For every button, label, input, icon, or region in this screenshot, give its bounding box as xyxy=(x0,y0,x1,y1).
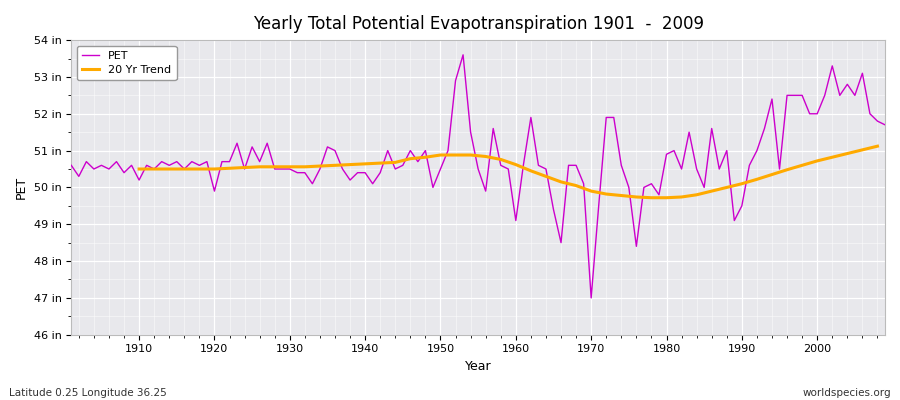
20 Yr Trend xyxy=(691,192,702,197)
20 Yr Trend xyxy=(706,189,717,194)
20 Yr Trend xyxy=(390,160,400,165)
20 Yr Trend xyxy=(555,180,566,184)
20 Yr Trend xyxy=(179,167,190,172)
20 Yr Trend xyxy=(345,162,356,167)
PET xyxy=(292,170,302,175)
20 Yr Trend xyxy=(164,167,175,172)
20 Yr Trend xyxy=(134,167,145,172)
20 Yr Trend xyxy=(194,167,205,172)
Legend: PET, 20 Yr Trend: PET, 20 Yr Trend xyxy=(76,46,176,80)
20 Yr Trend xyxy=(646,195,657,200)
Title: Yearly Total Potential Evapotranspiration 1901  -  2009: Yearly Total Potential Evapotranspiratio… xyxy=(253,15,704,33)
20 Yr Trend xyxy=(736,181,747,186)
20 Yr Trend xyxy=(796,163,807,168)
PET xyxy=(586,296,597,300)
PET xyxy=(338,167,348,172)
20 Yr Trend xyxy=(571,183,581,188)
Y-axis label: PET: PET xyxy=(15,176,28,199)
20 Yr Trend xyxy=(616,193,626,198)
20 Yr Trend xyxy=(601,192,612,196)
20 Yr Trend xyxy=(767,172,778,177)
20 Yr Trend xyxy=(300,164,310,169)
20 Yr Trend xyxy=(284,164,295,169)
20 Yr Trend xyxy=(631,194,642,199)
PET xyxy=(616,163,626,168)
20 Yr Trend xyxy=(360,162,371,166)
20 Yr Trend xyxy=(827,155,838,160)
20 Yr Trend xyxy=(329,163,340,168)
X-axis label: Year: Year xyxy=(464,360,491,373)
20 Yr Trend xyxy=(209,167,220,172)
PET xyxy=(66,163,77,168)
20 Yr Trend xyxy=(676,194,687,199)
20 Yr Trend xyxy=(842,151,852,156)
20 Yr Trend xyxy=(224,166,235,171)
PET xyxy=(510,218,521,223)
20 Yr Trend xyxy=(450,153,461,158)
20 Yr Trend xyxy=(420,155,431,160)
PET xyxy=(126,163,137,168)
20 Yr Trend xyxy=(314,164,325,168)
Text: worldspecies.org: worldspecies.org xyxy=(803,388,891,398)
20 Yr Trend xyxy=(374,161,385,166)
20 Yr Trend xyxy=(405,156,416,161)
20 Yr Trend xyxy=(465,153,476,158)
20 Yr Trend xyxy=(812,158,823,163)
20 Yr Trend xyxy=(857,148,868,152)
20 Yr Trend xyxy=(239,165,250,170)
20 Yr Trend xyxy=(495,157,506,162)
20 Yr Trend xyxy=(481,154,491,159)
20 Yr Trend xyxy=(722,185,733,190)
PET xyxy=(518,163,528,168)
20 Yr Trend xyxy=(662,195,672,200)
20 Yr Trend xyxy=(254,164,265,169)
20 Yr Trend xyxy=(752,177,762,182)
20 Yr Trend xyxy=(435,153,446,158)
PET xyxy=(879,122,890,127)
20 Yr Trend xyxy=(782,167,793,172)
20 Yr Trend xyxy=(586,189,597,194)
20 Yr Trend xyxy=(510,162,521,167)
20 Yr Trend xyxy=(148,167,159,172)
PET xyxy=(458,52,469,57)
20 Yr Trend xyxy=(872,144,883,148)
20 Yr Trend xyxy=(269,164,280,169)
20 Yr Trend xyxy=(526,168,536,173)
Line: PET: PET xyxy=(71,55,885,298)
Text: Latitude 0.25 Longitude 36.25: Latitude 0.25 Longitude 36.25 xyxy=(9,388,166,398)
20 Yr Trend xyxy=(541,174,552,179)
Line: 20 Yr Trend: 20 Yr Trend xyxy=(140,146,878,198)
